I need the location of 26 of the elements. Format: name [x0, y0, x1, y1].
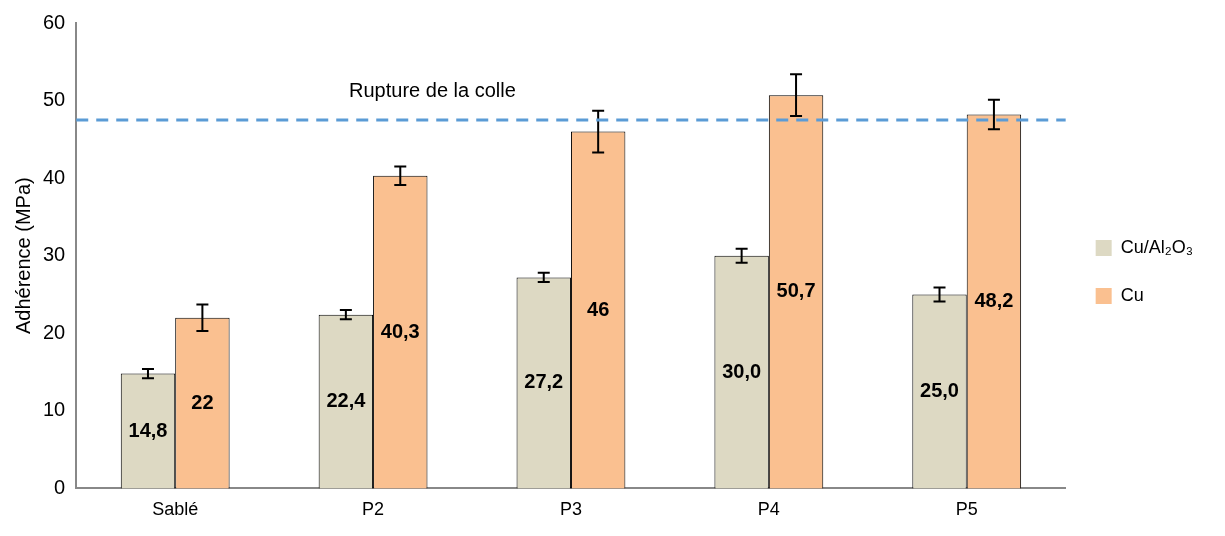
x-tick-label: P2 — [362, 499, 385, 520]
data-label: 27,2 — [524, 370, 564, 393]
x-tick-label: P5 — [955, 499, 978, 520]
data-label: 30,0 — [722, 359, 762, 382]
y-tick-label: 50 — [43, 88, 66, 111]
data-label: 22 — [191, 390, 214, 413]
ref-line-label: Rupture de la colle — [349, 79, 516, 102]
data-label: 50,7 — [776, 279, 816, 302]
y-axis-title: Adhérence (MPa) — [11, 177, 34, 335]
y-tick-label: 40 — [43, 165, 66, 188]
x-tick-label: P3 — [559, 499, 582, 520]
legend-label: Cu/Al₂O₃ — [1120, 236, 1194, 257]
data-label: 14,8 — [128, 418, 168, 441]
data-label: 40,3 — [380, 319, 420, 342]
legend-label: Cu — [1120, 284, 1144, 305]
data-label: 25,0 — [920, 378, 959, 401]
y-tick-label: 0 — [54, 475, 66, 498]
data-label: 46 — [587, 297, 610, 320]
y-tick-label: 10 — [43, 398, 66, 421]
y-tick-label: 60 — [43, 10, 66, 33]
y-tick-label: 30 — [43, 243, 66, 266]
x-tick-label: Sablé — [152, 499, 199, 520]
data-label: 48,2 — [974, 288, 1014, 311]
data-label: 22,4 — [326, 389, 367, 412]
x-tick-label: P4 — [757, 499, 780, 520]
y-tick-label: 20 — [43, 320, 66, 343]
